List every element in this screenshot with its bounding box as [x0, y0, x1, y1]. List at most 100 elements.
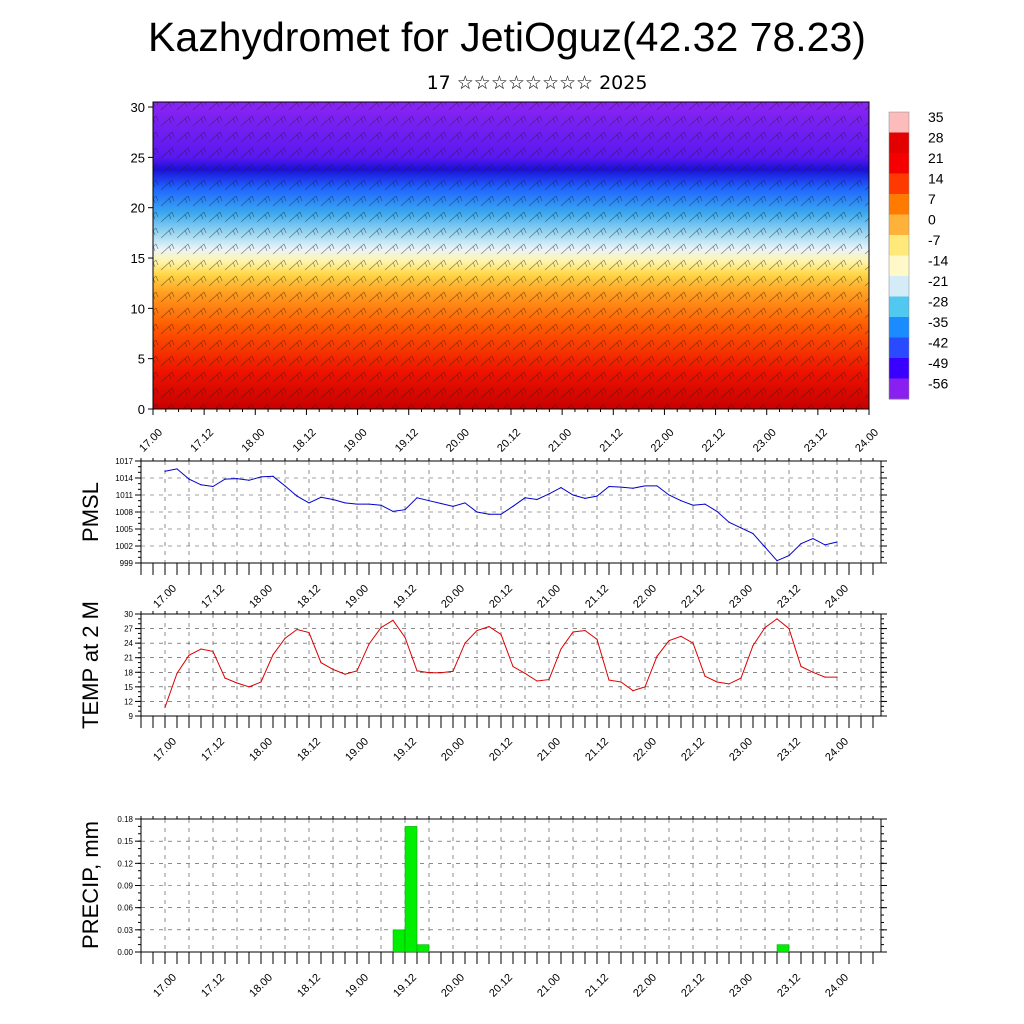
data-point	[500, 513, 502, 515]
x-tick-label: 22.12	[679, 736, 707, 764]
x-tick-label: 22.00	[631, 736, 659, 764]
colorbar-label: -35	[928, 314, 948, 330]
x-tick-label: 17.00	[151, 583, 179, 611]
x-tick-label: 24.00	[823, 972, 851, 1000]
data-point	[380, 627, 382, 629]
data-point	[380, 504, 382, 506]
x-tick-label: 20.12	[487, 972, 515, 1000]
y-tick-label: 15	[131, 251, 145, 266]
data-point	[368, 503, 370, 505]
precip-bar	[404, 826, 418, 953]
data-point	[764, 627, 766, 629]
data-point	[524, 497, 526, 499]
x-tick-label: 21.00	[535, 736, 563, 764]
data-point	[752, 532, 754, 535]
data-point	[728, 683, 730, 685]
data-point	[404, 509, 406, 511]
data-point	[680, 635, 682, 637]
data-point	[320, 496, 322, 498]
x-tick-label: 23.12	[802, 427, 830, 455]
data-point	[716, 681, 718, 683]
data-point	[284, 485, 286, 487]
x-tick-label: 21.00	[535, 583, 563, 611]
colorbar-label: 14	[928, 171, 944, 187]
data-point	[164, 706, 166, 708]
y-tick-label: 0.03	[117, 926, 133, 935]
data-point	[260, 681, 262, 683]
data-point	[332, 498, 334, 501]
x-tick-label: 19.12	[391, 583, 419, 611]
data-point	[512, 505, 514, 507]
data-point	[164, 470, 166, 472]
colorbar-swatch	[889, 255, 909, 277]
data-point	[392, 619, 394, 621]
data-point	[536, 498, 538, 501]
x-tick-label: 19.00	[343, 736, 371, 764]
colorbar-swatch	[889, 378, 909, 400]
colorbar-label: -49	[928, 355, 948, 371]
data-point	[728, 521, 730, 523]
y-tick-label: 12	[124, 697, 133, 706]
x-tick-label: 20.12	[495, 427, 523, 455]
precip-bar	[392, 929, 406, 953]
data-point	[836, 676, 838, 678]
y-tick-label: 15	[124, 683, 133, 692]
data-point	[704, 675, 706, 677]
data-point	[656, 485, 658, 487]
x-tick-label: 22.00	[631, 972, 659, 1000]
y-axis-label: TEMP at 2 M	[78, 601, 103, 729]
x-tick-label: 21.00	[535, 972, 563, 1000]
wind-barbs	[153, 102, 869, 409]
data-point	[596, 638, 598, 640]
data-point	[560, 648, 562, 650]
x-tick-label: 20.00	[439, 972, 467, 1000]
data-point	[836, 541, 838, 543]
colorbar-label: 28	[928, 130, 944, 146]
x-tick-label: 23.00	[727, 736, 755, 764]
page-title: Kazhydromet for JetiOguz(42.32 78.23)	[148, 14, 866, 60]
y-tick-label: 30	[131, 100, 145, 115]
y-tick-label: 18	[124, 668, 133, 677]
data-point	[596, 495, 598, 497]
data-point	[548, 678, 550, 681]
x-tick-label: 23.00	[727, 972, 755, 1000]
colorbar-label: -14	[928, 253, 948, 269]
y-tick-label: 27	[124, 625, 133, 634]
x-tick-label: 23.00	[751, 427, 779, 455]
y-tick-label: 1002	[115, 542, 133, 551]
colorbar-label: 7	[928, 191, 936, 207]
data-point	[644, 485, 646, 487]
colorbar-swatch	[889, 194, 909, 215]
data-point	[332, 668, 334, 670]
precip-bar	[416, 944, 430, 953]
data-point	[812, 538, 814, 540]
colorbar-label: -56	[928, 376, 948, 392]
x-tick-label: 18.00	[247, 583, 275, 611]
x-tick-label: 21.12	[583, 736, 611, 764]
data-point	[308, 631, 310, 634]
x-tick-label: 21.12	[597, 427, 625, 455]
x-tick-label: 18.00	[247, 972, 275, 1000]
data-point	[764, 546, 766, 548]
data-point	[560, 487, 562, 489]
y-tick-label: 10	[131, 301, 145, 316]
x-tick-label: 18.00	[247, 736, 275, 764]
x-tick-label: 20.00	[439, 736, 467, 764]
data-point	[500, 633, 502, 636]
colorbar-label: 21	[928, 150, 944, 166]
x-tick-label: 24.00	[823, 583, 851, 611]
data-point	[236, 477, 238, 480]
x-tick-label: 20.12	[487, 736, 515, 764]
x-tick-label: 18.00	[239, 427, 267, 455]
x-tick-label: 17.00	[151, 736, 179, 764]
precip-bar	[776, 944, 790, 953]
data-point	[644, 686, 646, 688]
y-tick-label: 1011	[116, 491, 134, 500]
x-tick-label: 18.12	[295, 583, 323, 611]
data-point	[692, 504, 694, 506]
data-point	[788, 627, 790, 630]
x-tick-label: 17.12	[188, 427, 216, 455]
y-axis-label: PRECIP, mm	[78, 821, 103, 949]
x-tick-label: 19.00	[343, 583, 371, 611]
x-tick-label: 24.00	[823, 736, 851, 764]
